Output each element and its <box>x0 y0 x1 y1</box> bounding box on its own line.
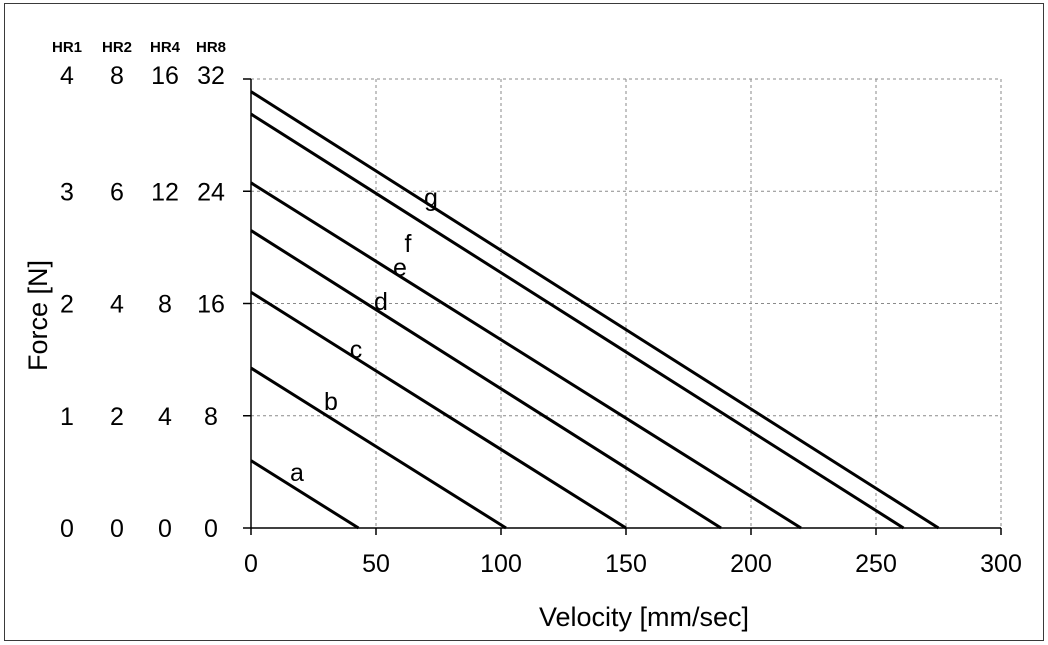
x-axis-title: Velocity [mm/sec] <box>539 602 749 632</box>
x-tick-label: 50 <box>362 550 390 578</box>
y-tick-label: 16 <box>151 62 179 90</box>
x-tick-label: 100 <box>480 550 522 578</box>
series-line-e <box>250 181 802 530</box>
y-tick-label: 8 <box>204 403 218 431</box>
series-label-g: g <box>424 184 438 212</box>
y-tick-label: 8 <box>158 291 172 319</box>
tick-labels: 0 50 100 150 200 250 300HR101234HR202468HR4048… <box>52 39 1022 578</box>
series-lines <box>250 90 940 530</box>
y-tick-label: 0 <box>158 515 172 543</box>
y-axis-title: Force [N] <box>23 260 53 371</box>
series-label-f: f <box>405 230 412 258</box>
y-axis-header: HR4 <box>150 39 181 56</box>
series-line-f <box>250 112 905 530</box>
series-label-d: d <box>374 288 388 316</box>
series-label-b: b <box>324 388 338 416</box>
y-tick-label: 12 <box>151 178 179 206</box>
series-line-a <box>250 459 360 530</box>
y-tick-label: 4 <box>110 291 124 319</box>
x-tick-label: 250 <box>855 550 897 578</box>
series-line-d <box>250 229 722 530</box>
y-tick-label: 32 <box>197 62 225 90</box>
x-tick-label: 200 <box>730 550 772 578</box>
y-axis-header: HR2 <box>102 39 132 56</box>
y-tick-label: 4 <box>158 403 172 431</box>
series-label-e: e <box>393 254 407 282</box>
x-tick-label: 300 <box>980 550 1022 578</box>
y-tick-label: 0 <box>204 515 218 543</box>
y-tick-label: 3 <box>60 178 74 206</box>
y-tick-label: 6 <box>110 178 124 206</box>
x-tick-label: 150 <box>605 550 647 578</box>
y-axis-header: HR1 <box>52 39 82 56</box>
force-velocity-chart: 0 50 100 150 200 250 300HR101234HR202468HR4048… <box>23 39 1022 632</box>
y-tick-label: 8 <box>110 62 124 90</box>
x-tick-label: 0 <box>244 550 258 578</box>
y-tick-label: 0 <box>60 515 74 543</box>
series-line-g <box>250 90 940 530</box>
y-tick-label: 0 <box>110 515 124 543</box>
chart-frame: 0 50 100 150 200 250 300 HR1 0 1 2 3 4 HR2 0 2 4 6 8 HR4 0 4 8… <box>4 3 1044 641</box>
grid-lines <box>251 78 1002 528</box>
y-tick-label: 16 <box>197 291 225 319</box>
y-tick-label: 2 <box>110 403 124 431</box>
y-tick-label: 1 <box>60 403 74 431</box>
series-line-b <box>250 366 507 530</box>
y-axis-header: HR8 <box>196 39 226 56</box>
y-tick-label: 2 <box>60 291 74 319</box>
y-tick-label: 4 <box>60 62 74 90</box>
series-line-c <box>250 291 627 530</box>
series-label-c: c <box>350 336 363 364</box>
y-tick-label: 24 <box>197 178 225 206</box>
series-label-a: a <box>290 459 304 487</box>
